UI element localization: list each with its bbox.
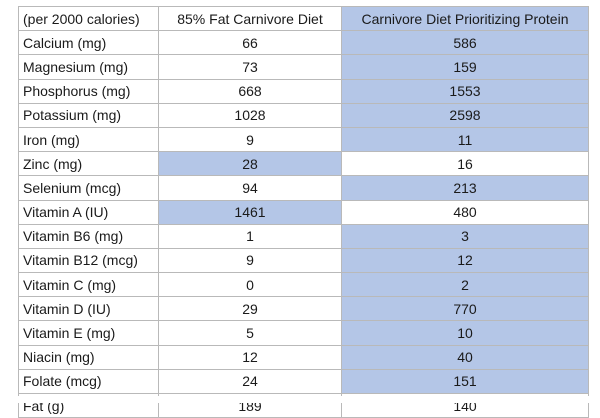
table-row: Vitamin A (IU) 1461 480 bbox=[18, 199, 589, 225]
fat-diet-value-cell: 94 bbox=[158, 175, 342, 201]
protein-diet-value-cell: 11 bbox=[341, 126, 589, 153]
table-row: Folate (mcg) 24 151 bbox=[18, 368, 589, 395]
fat-diet-value-cell: 1461 bbox=[158, 199, 342, 225]
protein-diet-value-cell: 480 bbox=[341, 199, 589, 225]
protein-diet-value-cell: 770 bbox=[341, 296, 589, 322]
header-fat-diet: 85% Fat Carnivore Diet bbox=[158, 5, 342, 32]
nutrient-label-cell: Vitamin B12 (mcg) bbox=[18, 247, 159, 274]
table-row: Iron (mg) 9 11 bbox=[18, 126, 589, 153]
protein-diet-value-cell: 1553 bbox=[341, 78, 589, 104]
table-row: Magnesium (mg) 73 159 bbox=[18, 54, 589, 80]
nutrient-label-cell: Calcium (mg) bbox=[18, 30, 159, 56]
fat-diet-value-cell: 1 bbox=[158, 223, 342, 249]
protein-diet-value-cell: 12 bbox=[341, 247, 589, 274]
viewport-clip bbox=[0, 396, 600, 403]
fat-diet-value-cell: 9 bbox=[158, 126, 342, 153]
table-row: Vitamin D (IU) 29 770 bbox=[18, 296, 589, 322]
protein-diet-value-cell: 213 bbox=[341, 175, 589, 201]
protein-diet-value-cell: 586 bbox=[341, 30, 589, 56]
fat-diet-value-cell: 5 bbox=[158, 320, 342, 346]
protein-diet-value-cell: 16 bbox=[341, 151, 589, 177]
header-protein-diet: Carnivore Diet Prioritizing Protein bbox=[341, 5, 589, 32]
nutrient-label-cell: Vitamin A (IU) bbox=[18, 199, 159, 225]
nutrient-label-cell: Niacin (mg) bbox=[18, 344, 159, 370]
fat-diet-value-cell: 24 bbox=[158, 368, 342, 395]
fat-diet-value-cell: 12 bbox=[158, 344, 342, 370]
table-body: Calcium (mg) 66 586 Magnesium (mg) 73 159 Phos… bbox=[18, 30, 589, 418]
header-basis: (per 2000 calories) bbox=[18, 5, 159, 32]
table-row: Vitamin E (mg) 5 10 bbox=[18, 320, 589, 346]
table-row: Vitamin B6 (mg) 1 3 bbox=[18, 223, 589, 249]
nutrient-label-cell: Zinc (mg) bbox=[18, 151, 159, 177]
fat-diet-value-cell: 1028 bbox=[158, 102, 342, 128]
nutrient-comparison-table: (per 2000 calories) 85% Fat Carnivore Di… bbox=[18, 5, 589, 418]
fat-diet-value-cell: 28 bbox=[158, 151, 342, 177]
nutrient-comparison-sheet: (per 2000 calories) 85% Fat Carnivore Di… bbox=[18, 5, 589, 418]
table-row: Calcium (mg) 66 586 bbox=[18, 30, 589, 56]
nutrient-label-cell: Folate (mcg) bbox=[18, 368, 159, 395]
table-row: Potassium (mg) 1028 2598 bbox=[18, 102, 589, 128]
table-row: Phosphorus (mg) 668 1553 bbox=[18, 78, 589, 104]
protein-diet-value-cell: 3 bbox=[341, 223, 589, 249]
nutrient-label-cell: Magnesium (mg) bbox=[18, 54, 159, 80]
table-row: Vitamin B12 (mcg) 9 12 bbox=[18, 247, 589, 274]
protein-diet-value-cell: 159 bbox=[341, 54, 589, 80]
nutrient-label-cell: Iron (mg) bbox=[18, 126, 159, 153]
fat-diet-value-cell: 0 bbox=[158, 272, 342, 298]
nutrient-label-cell: Vitamin E (mg) bbox=[18, 320, 159, 346]
nutrient-label-cell: Vitamin C (mg) bbox=[18, 272, 159, 298]
nutrient-label-cell: Phosphorus (mg) bbox=[18, 78, 159, 104]
table-row: Niacin (mg) 12 40 bbox=[18, 344, 589, 370]
fat-diet-value-cell: 66 bbox=[158, 30, 342, 56]
fat-diet-value-cell: 668 bbox=[158, 78, 342, 104]
fat-diet-value-cell: 9 bbox=[158, 247, 342, 274]
protein-diet-value-cell: 151 bbox=[341, 368, 589, 395]
table-row: Zinc (mg) 28 16 bbox=[18, 151, 589, 177]
table-row: Selenium (mcg) 94 213 bbox=[18, 175, 589, 201]
protein-diet-value-cell: 10 bbox=[341, 320, 589, 346]
protein-diet-value-cell: 2598 bbox=[341, 102, 589, 128]
nutrient-label-cell: Potassium (mg) bbox=[18, 102, 159, 128]
nutrient-label-cell: Vitamin B6 (mg) bbox=[18, 223, 159, 249]
table-row: Vitamin C (mg) 0 2 bbox=[18, 272, 589, 298]
nutrient-label-cell: Vitamin D (IU) bbox=[18, 296, 159, 322]
protein-diet-value-cell: 2 bbox=[341, 272, 589, 298]
protein-diet-value-cell: 40 bbox=[341, 344, 589, 370]
fat-diet-value-cell: 29 bbox=[158, 296, 342, 322]
header-row: (per 2000 calories) 85% Fat Carnivore Di… bbox=[18, 5, 589, 32]
fat-diet-value-cell: 73 bbox=[158, 54, 342, 80]
nutrient-label-cell: Selenium (mcg) bbox=[18, 175, 159, 201]
